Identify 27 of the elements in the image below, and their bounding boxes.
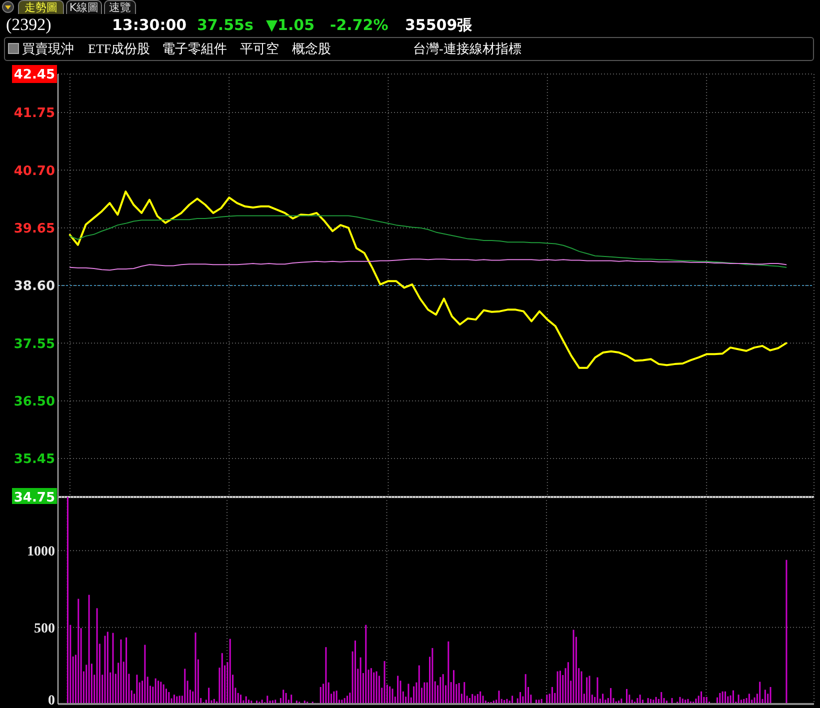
text: 平可空 [240,41,279,56]
y-tick-label: 500 [34,621,55,636]
y-tick-label: 0 [48,694,55,708]
y-tick-label: 36.50 [14,394,55,410]
y-tick-label: 37.55 [14,336,55,352]
tab: K線圖 [66,0,102,14]
text: 35509張 [405,16,472,34]
tab: 走勢圖 [18,0,64,14]
y-tick-label: 41.75 [14,106,55,122]
text: ETF成份股 [88,41,150,56]
text: ▼1.05 [266,16,315,34]
y-tick-label: 35.45 [14,452,55,468]
y-tick-label: 38.60 [14,279,55,294]
y-tick-label: 42.45 [14,68,55,83]
text: -2.72% [330,16,388,34]
text: 概念股 [292,41,331,56]
text: 13:30:00 [112,16,187,34]
y-tick-label: 39.65 [14,222,55,236]
chart-title: (2392) [6,15,52,34]
y-tick-label: 40.70 [14,164,55,179]
y-tick-label: 1000 [27,544,55,560]
text: 台灣-連接線材指標 [413,41,522,56]
text: 買賣現沖 [22,41,74,56]
tab: 速覽 [104,0,136,14]
text: 電子零組件 [162,41,227,56]
text: 37.55s [197,16,254,34]
y-tick-label: 34.75 [14,490,55,506]
